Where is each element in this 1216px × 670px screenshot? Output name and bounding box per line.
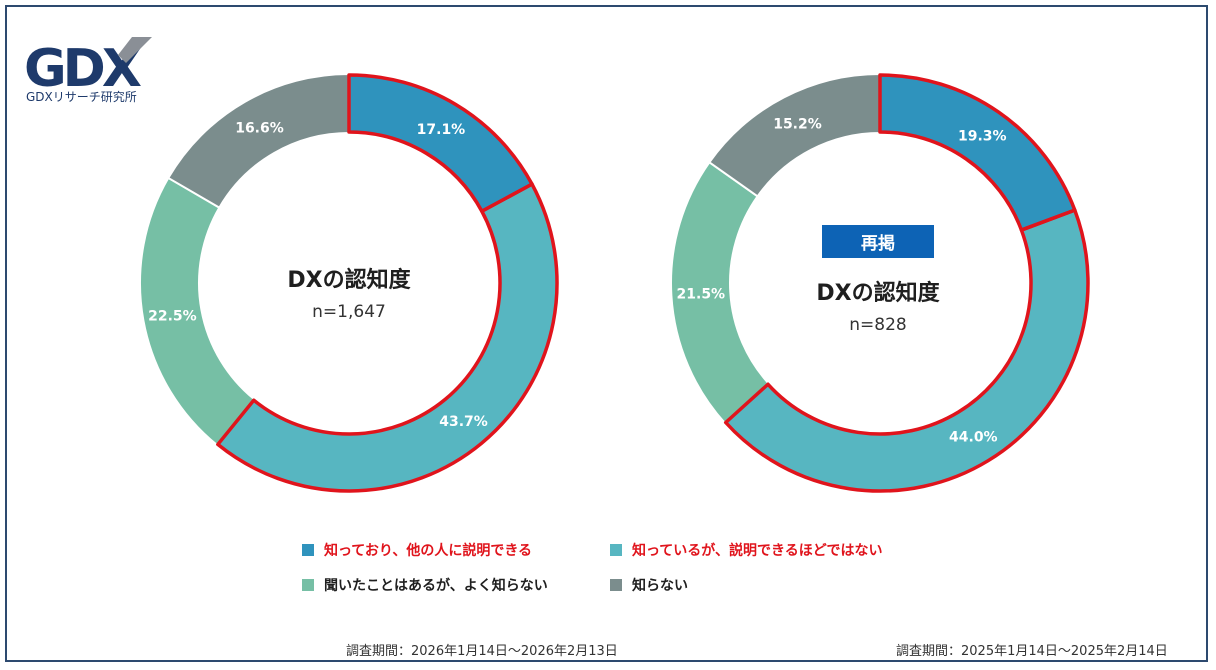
data-label-heard: 21.5% <box>677 287 726 303</box>
legend-item-explain: 知っており、他の人に説明できる <box>302 540 532 560</box>
data-label-explain: 19.3% <box>958 128 1007 144</box>
data-label-know-not-explain: 43.7% <box>439 414 488 430</box>
data-label-explain: 17.1% <box>417 122 466 138</box>
sample-size-2025: n=828 <box>849 315 907 335</box>
legend-label: 知っており、他の人に説明できる <box>324 543 533 559</box>
chart-title-2025: DXの認知度 <box>816 281 940 306</box>
survey-period-2026: 調査期間：2026年1月14日～2026年2月13日 <box>346 644 618 659</box>
legend-label: 聞いたことはあるが、よく知らない <box>324 578 548 594</box>
highlight-outline-know-not-explain <box>723 208 1090 493</box>
legend-swatch <box>302 544 314 556</box>
data-label-heard: 22.5% <box>148 308 197 324</box>
data-label-unknown: 15.2% <box>773 117 822 133</box>
gdx-logo: GDX <box>24 37 152 99</box>
data-label-know-not-explain: 44.0% <box>949 429 998 445</box>
data-label-unknown: 16.6% <box>235 120 284 136</box>
legend-label: 知らない <box>632 578 688 594</box>
highlight-outline-know-not-explain <box>216 182 559 493</box>
legend-swatch <box>302 579 314 591</box>
sample-size-2026: n=1,647 <box>312 302 386 322</box>
logo-accent-shape <box>118 37 152 63</box>
legend-item-know-not-explain: 知っているが、説明できるほどではない <box>610 540 882 560</box>
repost-badge: 再掲 <box>822 225 934 258</box>
logo-caption: GDXリサーチ研究所 <box>26 90 137 104</box>
legend-label: 知っているが、説明できるほどではない <box>632 543 883 559</box>
chart-title-2026: DXの認知度 <box>287 268 411 293</box>
donut-segment-unknown <box>707 72 881 198</box>
survey-period-2025: 調査期間：2025年1月14日～2025年2月14日 <box>896 644 1168 659</box>
legend-item-heard: 聞いたことはあるが、よく知らない <box>302 575 548 595</box>
legend-swatch <box>610 579 622 591</box>
legend-swatch <box>610 544 622 556</box>
legend-item-unknown: 知らない <box>610 575 688 595</box>
